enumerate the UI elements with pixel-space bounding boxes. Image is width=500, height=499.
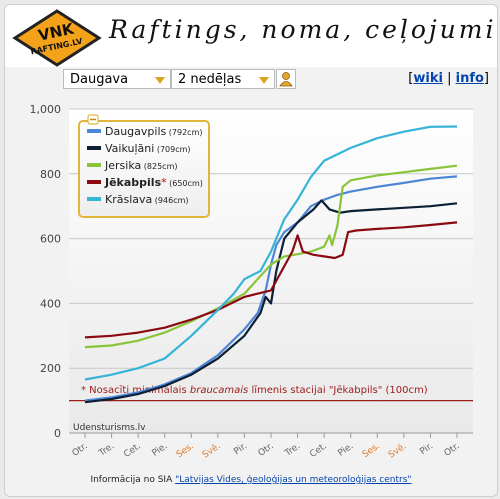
toolbar: Daugava 2 nedēļas [wiki | info] [5,67,497,93]
x-tick-label: Otr. [443,441,462,459]
series-line-kraslava[interactable] [84,125,458,381]
app-frame: VNK RAFTING.LV Raftings, noma, ceļojumi … [4,4,498,497]
series-line-daugavpils[interactable] [84,175,458,402]
x-tick-label: Cet. [122,441,143,460]
legend-items: Daugavpils (792cm) Vaikuļāni (709cm) Jersi… [87,125,203,206]
chevron-down-icon [259,77,269,84]
header: VNK RAFTING.LV Raftings, noma, ceļojumi [5,5,497,67]
footer: Informācija no SIA "Latvijas Vides, ģeol… [5,475,497,485]
x-tick-label: Svē. [201,441,223,460]
chart-panel: 0 200 400 600 800 1,000 Otr. Tre. Cet. Pie. Ses. S… [7,97,495,471]
river-select[interactable]: Daugava [63,69,171,89]
links-close-bracket: ] [483,71,489,86]
legend-item-vaikulani[interactable]: Vaikuļāni (709cm) [105,142,191,155]
x-tick-label: Cet. [308,441,329,460]
series-line-vaikulani[interactable] [84,199,458,404]
y-tick-label: 0 [54,427,61,440]
period-select-value: 2 nedēļas [178,72,242,87]
y-tick-label: 200 [40,362,61,375]
watermark: Udensturisms.lv [73,423,146,433]
series-line-jersika[interactable] [84,164,458,349]
links-separator: | [447,71,452,86]
x-tick-label: Pie. [336,441,355,458]
x-tick-label: Pir. [232,441,249,457]
x-tick-label: Pie. [150,441,169,458]
river-select-value: Daugava [70,72,129,87]
water-level-chart: 0 200 400 600 800 1,000 Otr. Tre. Cet. Pie. Ses. S… [30,103,473,461]
wiki-link[interactable]: wiki [413,71,443,86]
x-axis: Otr. Tre. Cet. Pie. Ses. Svē. Pir. Otr. Tre. Cet.… [71,433,462,461]
x-tick-label: Ses. [361,441,382,460]
threshold-note: * Nosacīti minimālais braucamais līmenis… [81,385,428,396]
x-tick-label: Tre. [283,441,303,459]
x-tick-label: Pir. [418,441,435,457]
logo-diamond [12,9,102,67]
y-tick-label: 1,000 [30,103,62,116]
links-open-bracket: [ [408,71,414,86]
user-button[interactable] [276,69,296,89]
threshold-note-emphasis: braucamais [190,385,248,396]
user-icon [279,72,293,87]
x-tick-label: Otr. [257,441,276,459]
legend-box [78,120,210,218]
footer-text: Informācija no SIA [90,475,176,485]
x-tick-label: Otr. [71,441,90,459]
period-select[interactable]: 2 nedēļas [171,69,275,89]
legend-item-kraslava[interactable]: Krāslava (946cm) [105,193,189,206]
legend: Daugavpils (792cm) Vaikuļāni (709cm) Jersi… [78,114,210,218]
site-title: Raftings, noma, ceļojumi [109,15,497,44]
y-tick-label: 800 [40,168,61,181]
legend-item-jersika[interactable]: Jersika (825cm) [104,159,178,172]
help-links: [wiki | info] [408,71,489,86]
series-lines [84,125,458,404]
vnk-logo[interactable]: VNK RAFTING.LV [11,9,103,67]
y-tick-label: 600 [40,233,61,246]
y-tick-label: 400 [40,297,61,310]
legend-item-jekabpils[interactable]: Jēkabpils* (650cm) [104,176,203,189]
info-link[interactable]: info [455,71,484,86]
series-line-jekabpils[interactable] [84,221,458,339]
chevron-down-icon [155,77,165,84]
x-tick-label: Tre. [97,441,117,459]
source-link[interactable]: "Latvijas Vides, ģeoloģijas un meteorolo… [175,475,412,485]
x-tick-label: Svē. [387,441,409,460]
legend-item-daugavpils[interactable]: Daugavpils (792cm) [105,125,203,138]
threshold-note-prefix: * Nosacīti minimālais [81,385,190,396]
threshold-note-suffix: līmenis stacijai "Jēkabpils" (100cm) [248,385,427,396]
x-tick-label: Ses. [175,441,196,460]
